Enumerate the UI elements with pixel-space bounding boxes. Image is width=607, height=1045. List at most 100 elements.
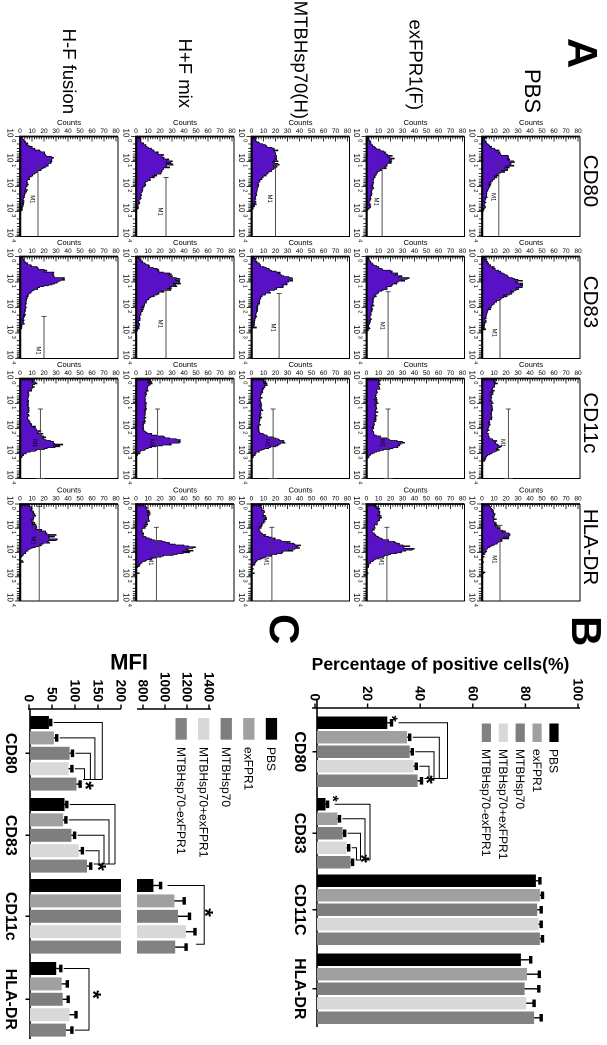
svg-text:10: 10 <box>6 249 15 258</box>
svg-text:M1: M1 <box>262 557 268 566</box>
svg-text:Counts: Counts <box>403 238 427 247</box>
svg-text:70: 70 <box>332 370 340 377</box>
svg-text:10: 10 <box>352 129 361 138</box>
svg-text:30: 30 <box>514 248 522 255</box>
svg-text:Counts: Counts <box>57 486 81 495</box>
svg-text:10: 10 <box>375 370 383 377</box>
svg-text:80: 80 <box>344 370 352 377</box>
svg-text:Counts: Counts <box>288 360 312 369</box>
svg-text:10: 10 <box>468 371 477 380</box>
svg-text:10: 10 <box>6 569 15 578</box>
svg-text:M1: M1 <box>499 439 505 448</box>
svg-text:10: 10 <box>237 569 246 578</box>
svg-text:10: 10 <box>28 128 36 135</box>
svg-text:40: 40 <box>526 248 534 255</box>
svg-text:*: * <box>414 775 439 784</box>
svg-text:10: 10 <box>375 128 383 135</box>
svg-text:MTBHsp70: MTBHsp70 <box>513 749 527 809</box>
svg-text:20: 20 <box>40 496 48 503</box>
svg-text:70: 70 <box>447 370 455 377</box>
svg-text:10: 10 <box>6 274 15 283</box>
svg-text:60: 60 <box>88 128 96 135</box>
svg-text:10: 10 <box>6 129 15 138</box>
svg-text:10: 10 <box>237 249 246 258</box>
svg-text:50: 50 <box>308 370 316 377</box>
svg-text:10: 10 <box>352 569 361 578</box>
svg-text:30: 30 <box>168 248 176 255</box>
svg-text:40: 40 <box>413 686 428 701</box>
svg-text:4: 4 <box>241 361 247 364</box>
svg-text:10: 10 <box>260 248 268 255</box>
svg-text:4: 4 <box>241 604 247 607</box>
svg-text:10: 10 <box>6 325 15 334</box>
svg-text:MTBHsp70+exFPR1: MTBHsp70+exFPR1 <box>496 749 510 860</box>
svg-text:10: 10 <box>468 471 477 480</box>
svg-text:50: 50 <box>192 248 200 255</box>
svg-text:0: 0 <box>472 259 478 262</box>
svg-text:Counts: Counts <box>288 486 312 495</box>
svg-text:20: 20 <box>272 128 280 135</box>
svg-text:50: 50 <box>76 128 84 135</box>
svg-text:70: 70 <box>447 128 455 135</box>
svg-text:50: 50 <box>76 248 84 255</box>
svg-text:CD80: CD80 <box>291 731 308 772</box>
svg-text:800: 800 <box>136 679 151 702</box>
svg-text:4: 4 <box>126 361 132 364</box>
svg-text:10: 10 <box>122 569 131 578</box>
svg-text:Counts: Counts <box>57 118 81 127</box>
svg-text:10: 10 <box>468 496 477 505</box>
svg-text:1200: 1200 <box>180 672 195 702</box>
svg-text:10: 10 <box>468 593 477 602</box>
svg-text:M1: M1 <box>148 439 154 448</box>
svg-text:80: 80 <box>228 370 236 377</box>
svg-text:0: 0 <box>126 139 132 142</box>
svg-text:10: 10 <box>468 520 477 529</box>
svg-text:10: 10 <box>144 128 152 135</box>
svg-text:4: 4 <box>126 239 132 242</box>
svg-text:0: 0 <box>365 370 369 377</box>
svg-text:exFPR1(F): exFPR1(F) <box>406 20 427 110</box>
svg-text:3: 3 <box>241 214 247 217</box>
svg-text:0: 0 <box>308 693 323 701</box>
svg-text:10: 10 <box>237 520 246 529</box>
svg-text:10: 10 <box>352 471 361 480</box>
svg-text:10: 10 <box>122 496 131 505</box>
svg-text:10: 10 <box>375 248 383 255</box>
svg-text:1: 1 <box>126 406 132 409</box>
svg-text:10: 10 <box>122 249 131 258</box>
svg-text:4: 4 <box>356 604 362 607</box>
svg-text:10: 10 <box>237 129 246 138</box>
svg-text:40: 40 <box>411 496 419 503</box>
svg-text:50: 50 <box>423 496 431 503</box>
svg-text:10: 10 <box>6 204 15 213</box>
svg-text:20: 20 <box>502 128 510 135</box>
svg-text:M1: M1 <box>147 557 153 566</box>
svg-text:30: 30 <box>168 128 176 135</box>
svg-text:60: 60 <box>435 248 443 255</box>
svg-text:2: 2 <box>10 431 16 434</box>
svg-text:40: 40 <box>526 370 534 377</box>
svg-text:50: 50 <box>538 128 546 135</box>
svg-text:10: 10 <box>122 371 131 380</box>
svg-text:10: 10 <box>237 421 246 430</box>
svg-text:A: A <box>559 38 606 68</box>
svg-text:10: 10 <box>122 154 131 163</box>
svg-text:10: 10 <box>468 229 477 238</box>
svg-text:0: 0 <box>10 381 16 384</box>
svg-text:80: 80 <box>112 128 120 135</box>
svg-text:1: 1 <box>472 531 478 534</box>
svg-text:70: 70 <box>100 128 108 135</box>
svg-text:10: 10 <box>237 179 246 188</box>
svg-text:1: 1 <box>472 406 478 409</box>
svg-text:M1: M1 <box>270 324 276 333</box>
svg-text:60: 60 <box>320 370 328 377</box>
svg-text:3: 3 <box>472 456 478 459</box>
svg-text:Counts: Counts <box>519 118 543 127</box>
svg-text:1400: 1400 <box>202 672 217 702</box>
svg-text:10: 10 <box>122 229 131 238</box>
svg-text:70: 70 <box>100 248 108 255</box>
svg-text:10: 10 <box>122 179 131 188</box>
svg-text:30: 30 <box>284 496 292 503</box>
svg-text:40: 40 <box>526 496 534 503</box>
svg-text:H-F fusion: H-F fusion <box>59 29 80 114</box>
